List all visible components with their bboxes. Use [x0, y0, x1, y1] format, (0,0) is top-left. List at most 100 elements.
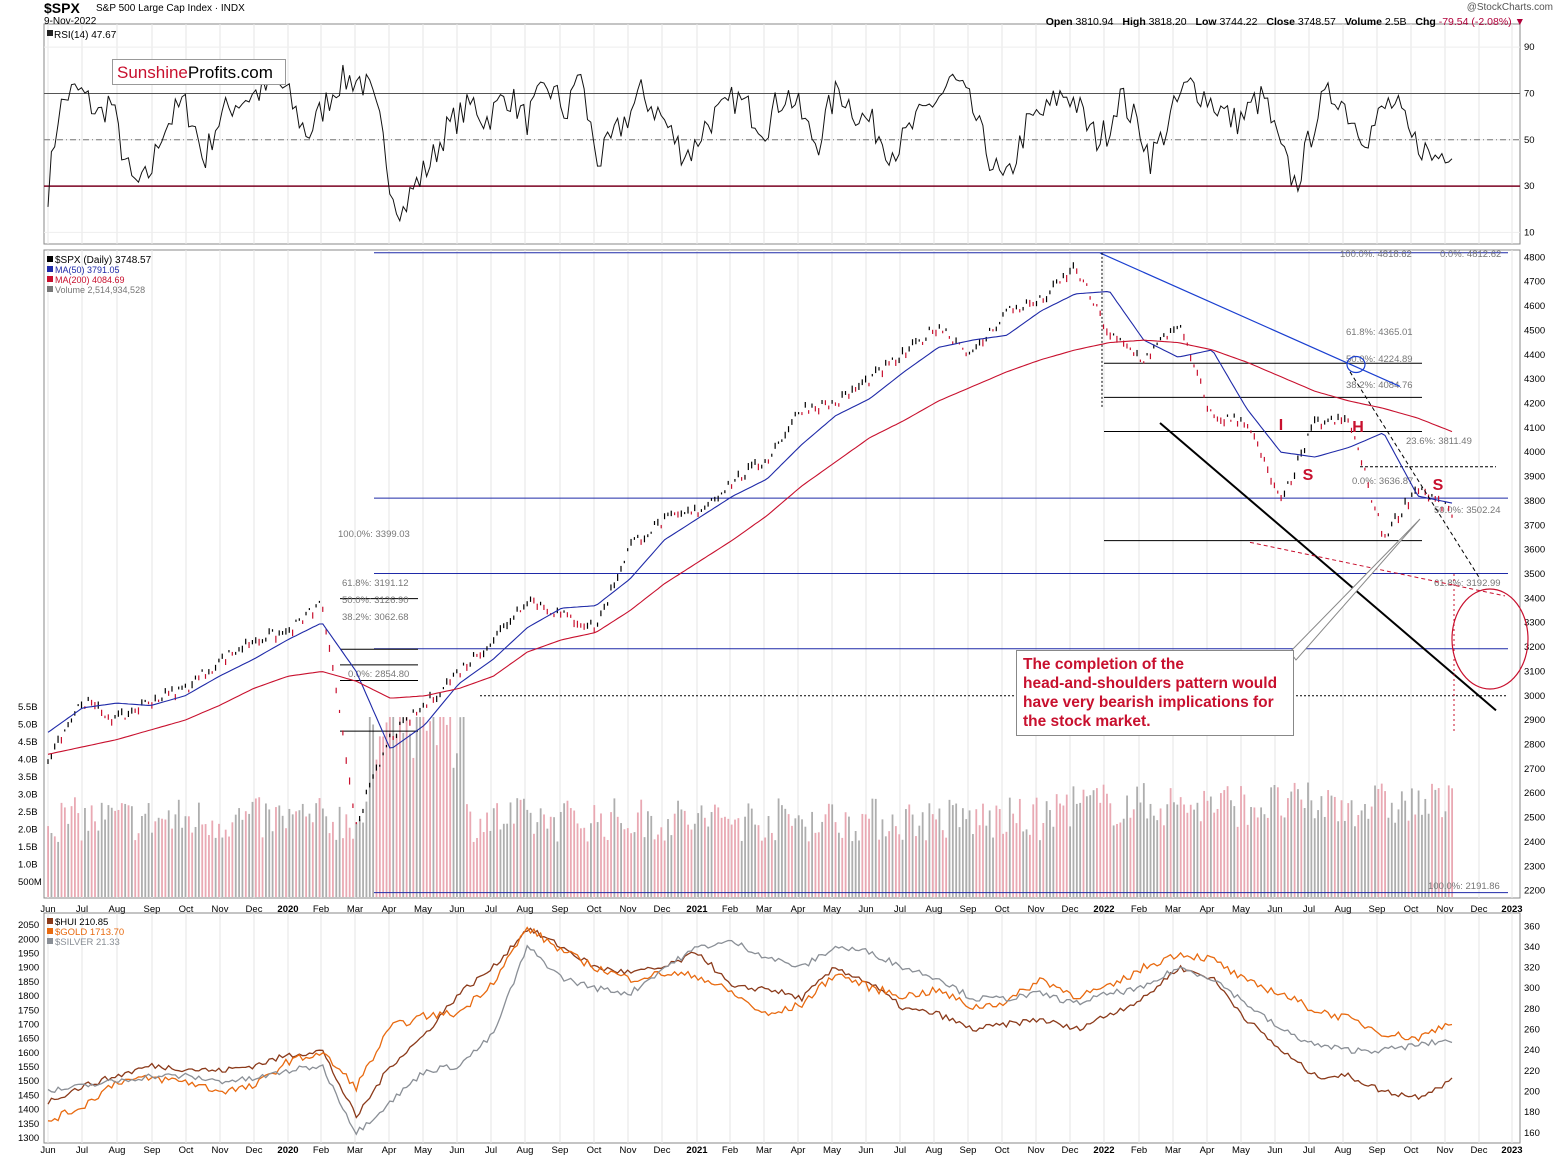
volume-bar [881, 819, 884, 897]
metals-right-tick: 280 [1524, 1004, 1540, 1015]
volume-bar [248, 813, 251, 897]
volume-bar [449, 717, 452, 897]
volume-bar [972, 834, 974, 897]
volume-bar [1065, 794, 1068, 897]
level-label: 38.2%: 3062.68 [342, 612, 409, 623]
volume-bar [1035, 797, 1038, 897]
volume-bar [663, 840, 666, 897]
x-tick-label: Jul [485, 1145, 497, 1156]
x-tick-label: Oct [1404, 904, 1419, 915]
x-tick-label: Apr [1200, 1145, 1215, 1156]
price-y-tick-label: 4400 [1524, 350, 1545, 361]
volume-bar [1203, 790, 1206, 897]
open-value: 3810.94 [1075, 16, 1114, 28]
volume-bar [961, 808, 964, 897]
x-tick-label: Nov [1437, 904, 1454, 915]
volume-bar [1106, 793, 1108, 897]
volume-bar [1005, 831, 1008, 897]
volume-bar [643, 837, 646, 897]
chg-label: Chg [1415, 16, 1436, 28]
volume-bar [1390, 802, 1393, 897]
symbol-name: S&P 500 Large Cap Index [96, 3, 213, 14]
volume-bar [1096, 788, 1098, 897]
metals-panel-frame [43, 912, 1521, 1144]
x-tick-label: Apr [382, 1145, 397, 1156]
volume-bar [1320, 796, 1323, 897]
metals-legend-swatch [47, 938, 53, 944]
volume-bar [586, 841, 589, 897]
x-tick-label: Jul [894, 1145, 906, 1156]
x-tick-label: 2023 [1501, 904, 1522, 915]
dashed-trendline [1349, 371, 1481, 580]
metals-legend-entry: $SILVER 21.33 [55, 937, 120, 948]
volume-bar [797, 815, 800, 897]
volume-bar [620, 823, 622, 897]
x-tick-label: Jul [76, 904, 88, 915]
volume-bar [1424, 798, 1427, 897]
volume-bar [1233, 806, 1236, 897]
volume-bar [177, 799, 180, 897]
volume-bar [747, 803, 750, 897]
volume-bar [680, 809, 683, 897]
volume-bar [298, 810, 301, 897]
volume-bar [144, 813, 147, 897]
volume-bar [1441, 817, 1443, 897]
volume-bar [787, 814, 790, 897]
volume-bar [154, 821, 157, 897]
price-y-tick-label: 2700 [1524, 764, 1545, 775]
volume-bar [1293, 782, 1296, 897]
chg-value: -79.54 (-2.08%) [1438, 16, 1512, 28]
volume-bar [770, 832, 773, 897]
metals-left-tick: 1450 [18, 1090, 39, 1101]
x-tick-label: Sep [552, 904, 569, 915]
volume-bar [1287, 798, 1289, 897]
volume-bar [1062, 805, 1065, 897]
copyright-link[interactable]: @StockCharts.com [1466, 2, 1553, 13]
volume-bar [781, 805, 783, 897]
level-label: 23.6%: 3811.49 [1406, 436, 1472, 447]
metals-left-tick: 1800 [18, 991, 39, 1002]
x-tick-label: Oct [995, 904, 1010, 915]
volume-y-tick-label: 2.5B [18, 807, 38, 818]
volume-bar [1055, 794, 1058, 897]
volume-bar [325, 816, 328, 897]
price-legend-swatch [47, 276, 53, 282]
metals-left-tick: 1300 [18, 1133, 39, 1144]
volume-y-tick-label: 500M [18, 877, 42, 888]
volume-bar [476, 837, 478, 897]
volume-bar [1421, 814, 1423, 897]
volume-bar [1303, 808, 1306, 897]
open-label: Open [1045, 16, 1073, 28]
x-tick-label: 2023 [1501, 1145, 1522, 1156]
volume-bar [700, 805, 703, 897]
volume-bar [1082, 789, 1085, 897]
volume-bar [328, 833, 331, 897]
volume-bar [925, 840, 927, 897]
volume-bar [985, 825, 988, 897]
volume-bar [1146, 818, 1149, 897]
volume-bar [429, 721, 431, 897]
volume-bar [874, 798, 877, 897]
volume-bar [1451, 788, 1453, 897]
price-y-tick-label: 3700 [1524, 520, 1545, 531]
x-tick-label: May [823, 1145, 841, 1156]
volume-bar [958, 827, 961, 897]
volume-bar [161, 818, 163, 897]
volume-bar [740, 840, 743, 897]
volume-bar [214, 837, 217, 897]
price-legend-entry: MA(50) 3791.05 [55, 265, 120, 275]
x-tick-label: Jun [858, 904, 873, 915]
volume-bar [57, 841, 60, 897]
volume-bar [1270, 787, 1273, 897]
volume-bar [888, 831, 891, 897]
volume-bar [1283, 817, 1286, 897]
volume-bar [714, 804, 716, 897]
metals-right-tick: 200 [1524, 1087, 1540, 1098]
volume-bar [837, 832, 840, 897]
volume-bar [409, 733, 411, 897]
volume-bar [157, 817, 160, 897]
volume-bar [137, 833, 140, 897]
x-tick-label: Feb [313, 1145, 329, 1156]
volume-bar [1012, 813, 1015, 897]
volume-bar [338, 806, 341, 897]
